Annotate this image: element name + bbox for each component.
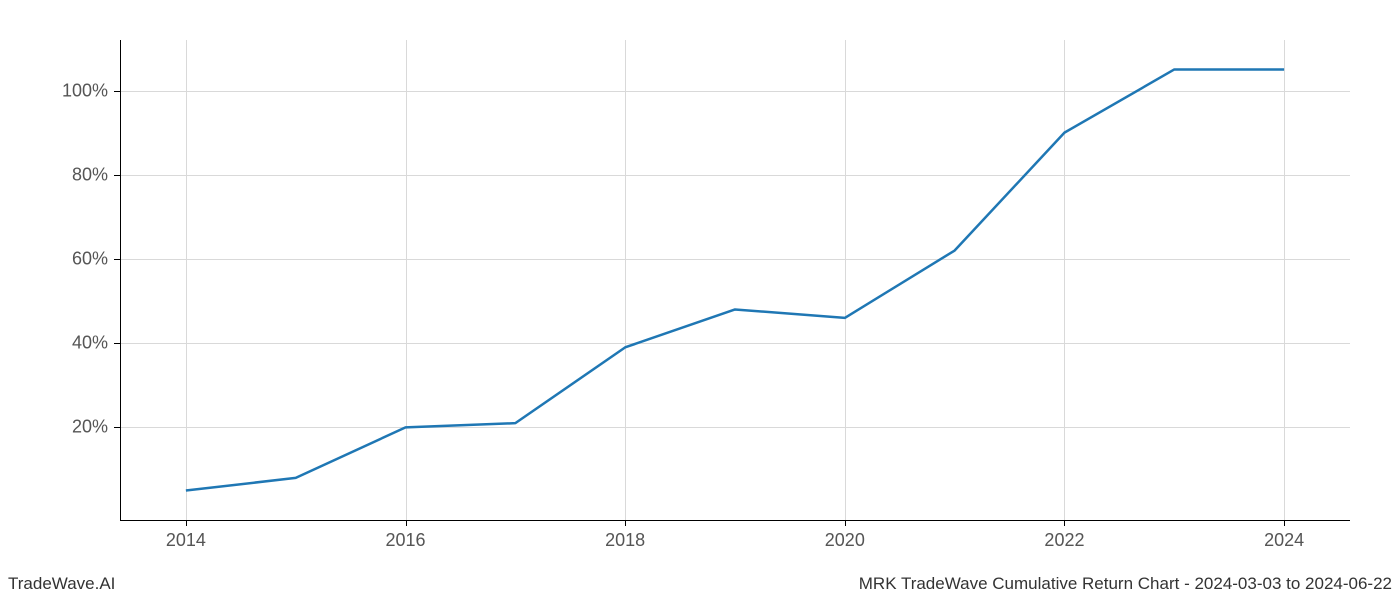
y-tick-label: 40% (72, 333, 108, 354)
y-tick-label: 60% (72, 248, 108, 269)
return-line-series (186, 69, 1284, 490)
y-tick-label: 100% (62, 80, 108, 101)
y-tick-label: 80% (72, 164, 108, 185)
x-tick-label: 2014 (166, 530, 206, 551)
chart-svg (120, 40, 1350, 520)
x-tick-label: 2018 (605, 530, 645, 551)
x-tick-label: 2016 (386, 530, 426, 551)
y-tick-label: 20% (72, 417, 108, 438)
x-tick-label: 2024 (1264, 530, 1304, 551)
x-axis-spine (120, 520, 1350, 521)
footer-branding: TradeWave.AI (8, 574, 115, 594)
x-tick-label: 2020 (825, 530, 865, 551)
chart-container: 20142016201820202022202420%40%60%80%100%… (0, 0, 1400, 600)
footer-caption: MRK TradeWave Cumulative Return Chart - … (859, 574, 1392, 594)
plot-area: 20142016201820202022202420%40%60%80%100% (120, 40, 1350, 520)
x-tick-label: 2022 (1044, 530, 1084, 551)
